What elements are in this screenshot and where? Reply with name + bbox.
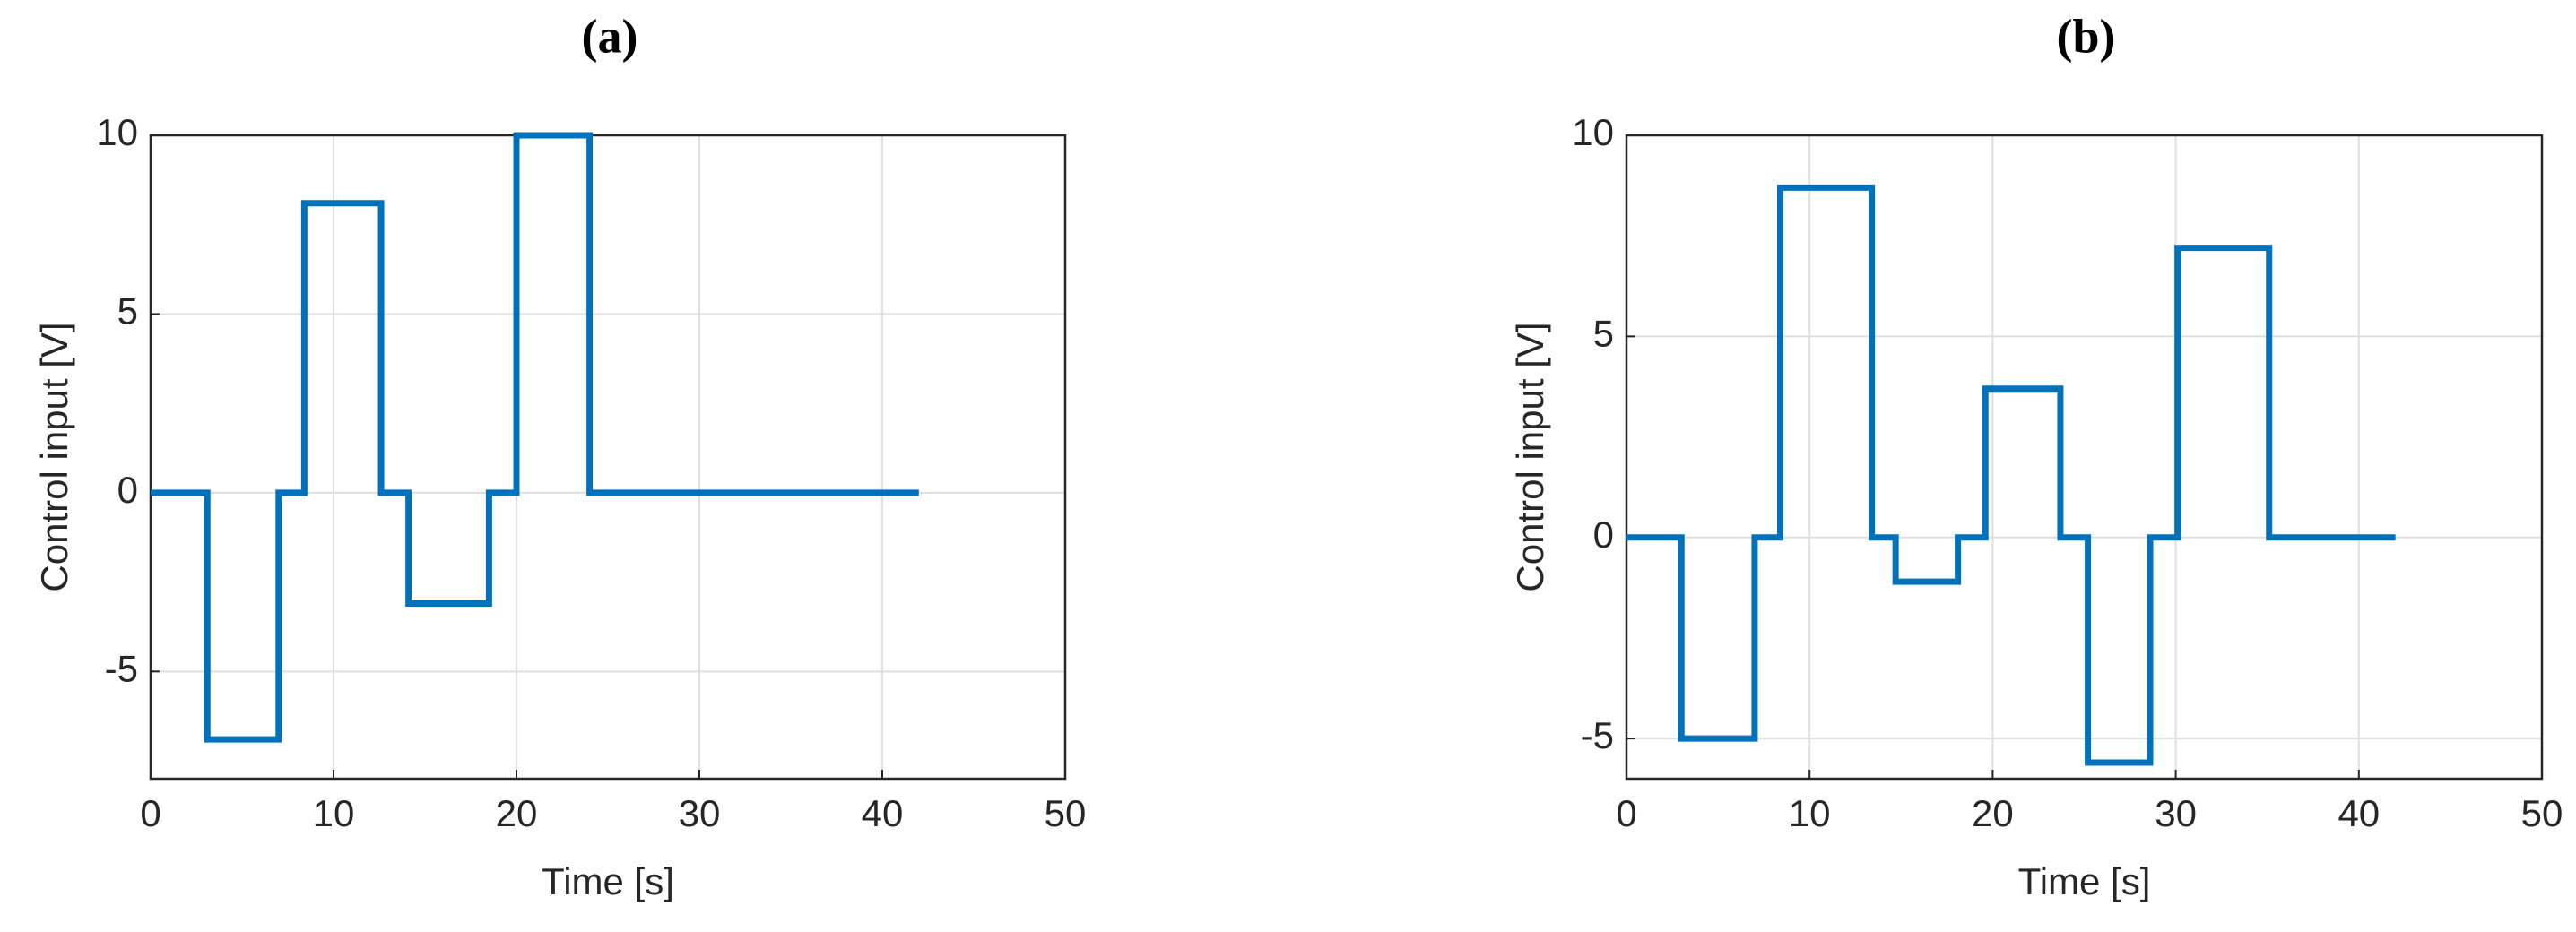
plot-frame: [1625, 134, 2544, 781]
plot-background: [1626, 135, 2542, 779]
x-tick-label: 0: [1616, 792, 1636, 834]
x-tick-label: 30: [679, 792, 721, 834]
data-line: [151, 132, 919, 743]
y-tick-label: 0: [117, 469, 138, 511]
y-axis-label: Control input [V]: [1509, 322, 1551, 591]
chart-title: (b): [2057, 9, 2116, 63]
x-tick-label: 40: [862, 792, 904, 834]
y-tick-label: 10: [1572, 111, 1614, 153]
y-tick-label: -5: [105, 647, 138, 689]
y-tick-label: 5: [117, 290, 138, 332]
x-tick-label: 50: [1045, 792, 1087, 834]
plot-background: [151, 135, 1065, 779]
x-tick-label: 10: [1789, 792, 1831, 834]
x-tick-label: 50: [2521, 792, 2563, 834]
plot-frame: [149, 134, 1067, 781]
x-tick-label: 40: [2337, 792, 2380, 834]
y-tick-label: -5: [1581, 714, 1614, 756]
x-tick-label: 20: [496, 792, 538, 834]
x-tick-label: 0: [140, 792, 160, 834]
y-tick-label: 5: [1593, 312, 1614, 354]
x-axis-label: Time [s]: [2018, 860, 2151, 902]
chart-title: (a): [582, 9, 638, 63]
y-tick-label: 10: [96, 111, 138, 153]
x-tick-label: 30: [2155, 792, 2197, 834]
x-axis-label: Time [s]: [542, 860, 674, 902]
y-axis-label: Control input [V]: [33, 322, 75, 591]
x-tick-label: 20: [1972, 792, 2014, 834]
x-tick-label: 10: [313, 792, 355, 834]
y-tick-label: 0: [1593, 513, 1614, 556]
data-line: [1626, 184, 2396, 766]
